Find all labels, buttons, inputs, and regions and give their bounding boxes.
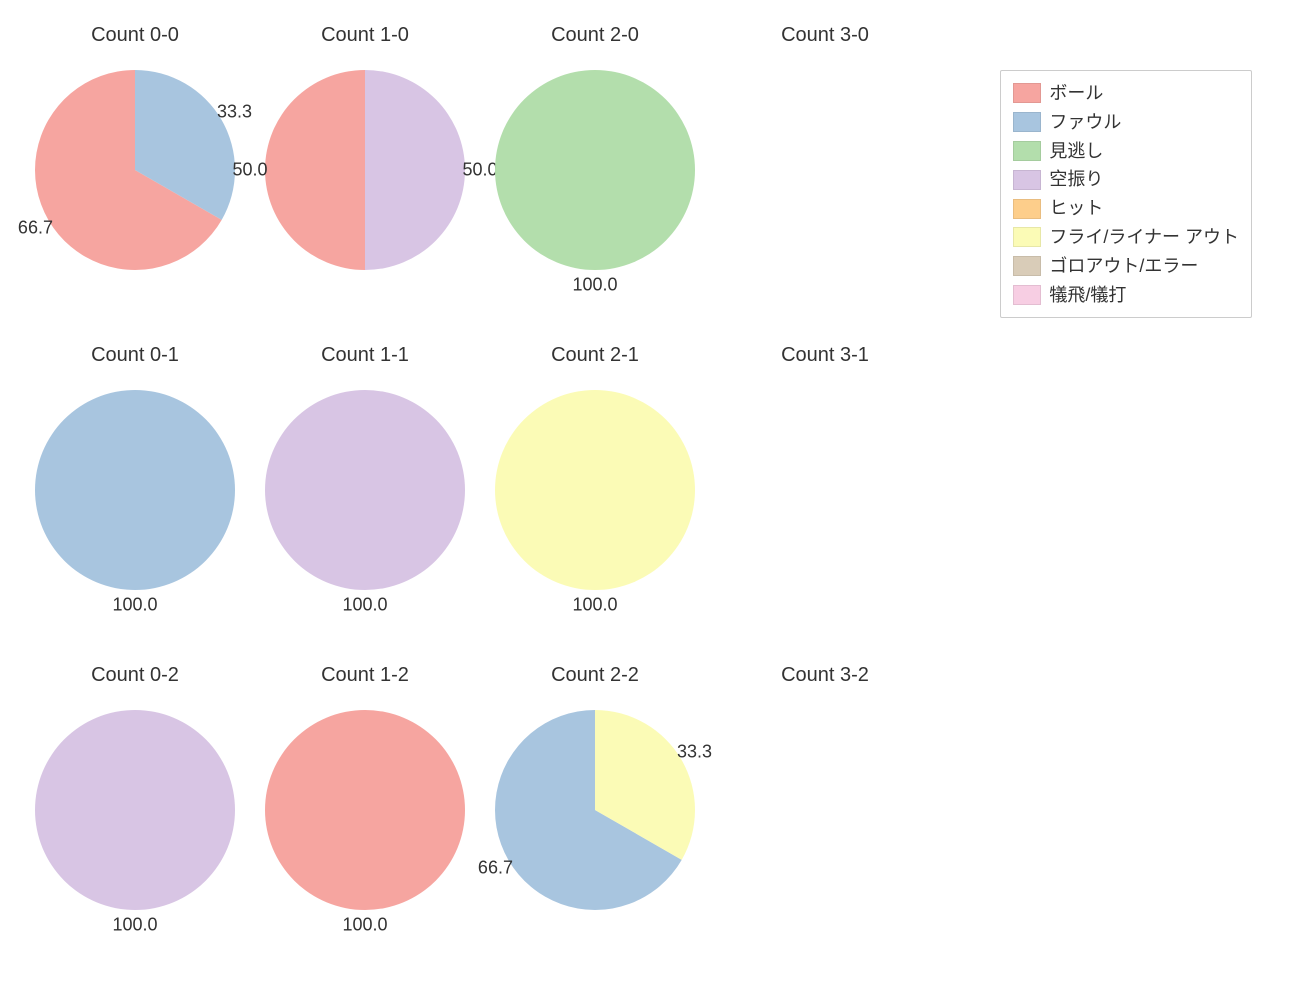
legend-label: 見逃し	[1049, 137, 1103, 166]
legend-swatch	[1013, 83, 1041, 103]
chart-title: Count 2-1	[480, 344, 710, 367]
legend-swatch	[1013, 199, 1041, 219]
pie-slice-label: 100.0	[112, 915, 157, 936]
chart-cell-c30: Count 3-0	[710, 10, 940, 330]
chart-cell-c02: Count 0-2 100.0	[20, 650, 250, 970]
pie-svg	[265, 390, 465, 590]
pie-svg	[495, 710, 695, 910]
pie: 100.0	[265, 390, 465, 590]
pie-slice-label: 100.0	[572, 595, 617, 616]
chart-cell-c01: Count 0-1 100.0	[20, 330, 250, 650]
legend-label: フライ/ライナー アウト	[1049, 223, 1239, 252]
legend-label: 犠飛/犠打	[1049, 281, 1126, 310]
chart-title: Count 3-1	[710, 344, 940, 367]
chart-cell-c21: Count 2-1 100.0	[480, 330, 710, 650]
pie-slice-label: 100.0	[342, 595, 387, 616]
legend-swatch	[1013, 170, 1041, 190]
legend-label: ボール	[1049, 79, 1103, 108]
pie: 66.733.3	[495, 710, 695, 910]
pie: 100.0	[495, 70, 695, 270]
pie: 100.0	[265, 710, 465, 910]
legend-label: ファウル	[1049, 108, 1121, 137]
figure: Count 0-066.733.3Count 1-050.050.0Count …	[0, 0, 1300, 1000]
chart-title: Count 3-2	[710, 664, 940, 687]
chart-cell-c32: Count 3-2	[710, 650, 940, 970]
chart-title: Count 0-1	[20, 344, 250, 367]
pie-svg	[35, 390, 235, 590]
pie-slice	[35, 710, 235, 910]
chart-title: Count 1-1	[250, 344, 480, 367]
legend-swatch	[1013, 141, 1041, 161]
pie: 66.733.3	[35, 70, 235, 270]
chart-cell-c00: Count 0-066.733.3	[20, 10, 250, 330]
pie-slice-label: 33.3	[217, 102, 252, 123]
chart-title: Count 3-0	[710, 24, 940, 47]
pie-slice	[265, 390, 465, 590]
pie: 100.0	[35, 390, 235, 590]
pie-slice-label: 100.0	[572, 275, 617, 296]
pie-slice	[495, 390, 695, 590]
chart-title: Count 1-0	[250, 24, 480, 47]
legend-swatch	[1013, 285, 1041, 305]
legend-item: ボール	[1013, 79, 1239, 108]
legend-label: ゴロアウト/エラー	[1049, 252, 1198, 281]
chart-cell-c20: Count 2-0 100.0	[480, 10, 710, 330]
legend-swatch	[1013, 112, 1041, 132]
legend-swatch	[1013, 227, 1041, 247]
pie-slice	[365, 70, 465, 270]
pie: 100.0	[495, 390, 695, 590]
legend-swatch	[1013, 256, 1041, 276]
pie-slice-label: 100.0	[342, 915, 387, 936]
pie-slice-label: 33.3	[677, 742, 712, 763]
pie: 100.0	[35, 710, 235, 910]
legend: ボールファウル見逃し空振りヒットフライ/ライナー アウトゴロアウト/エラー犠飛/…	[1000, 70, 1252, 318]
pie-grid: Count 0-066.733.3Count 1-050.050.0Count …	[20, 10, 940, 970]
legend-label: ヒット	[1049, 194, 1103, 223]
pie-slice-label: 50.0	[232, 160, 267, 181]
chart-cell-c22: Count 2-266.733.3	[480, 650, 710, 970]
pie-slice-label: 66.7	[478, 857, 513, 878]
pie-slice-label: 100.0	[112, 595, 157, 616]
chart-cell-c31: Count 3-1	[710, 330, 940, 650]
legend-item: フライ/ライナー アウト	[1013, 223, 1239, 252]
chart-title: Count 0-2	[20, 664, 250, 687]
legend-item: ヒット	[1013, 194, 1239, 223]
legend-item: ゴロアウト/エラー	[1013, 252, 1239, 281]
pie-slice	[265, 710, 465, 910]
legend-label: 空振り	[1049, 165, 1103, 194]
legend-item: 犠飛/犠打	[1013, 281, 1239, 310]
pie-svg	[35, 710, 235, 910]
chart-cell-c10: Count 1-0 50.050.0	[250, 10, 480, 330]
chart-title: Count 2-0	[480, 24, 710, 47]
chart-cell-c11: Count 1-1 100.0	[250, 330, 480, 650]
pie-slice	[35, 390, 235, 590]
legend-item: ファウル	[1013, 108, 1239, 137]
chart-title: Count 2-2	[480, 664, 710, 687]
pie: 50.050.0	[265, 70, 465, 270]
pie-svg	[495, 390, 695, 590]
chart-title: Count 0-0	[20, 24, 250, 47]
pie-svg	[495, 70, 695, 270]
pie-slice	[265, 70, 365, 270]
pie-svg	[35, 70, 235, 270]
legend-item: 空振り	[1013, 165, 1239, 194]
chart-title: Count 1-2	[250, 664, 480, 687]
pie-svg	[265, 710, 465, 910]
pie-slice	[495, 70, 695, 270]
pie-slice-label: 66.7	[18, 217, 53, 238]
legend-item: 見逃し	[1013, 137, 1239, 166]
pie-svg	[265, 70, 465, 270]
chart-cell-c12: Count 1-2 100.0	[250, 650, 480, 970]
